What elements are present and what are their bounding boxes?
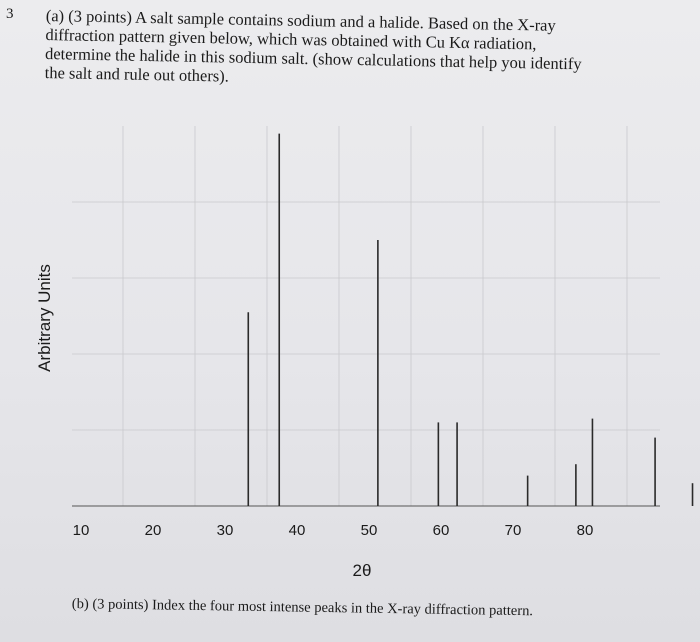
y-axis-label: Arbitrary Units: [35, 264, 54, 372]
x-tick-label: 40: [289, 522, 306, 539]
x-tick-label: 30: [217, 522, 234, 539]
peak-series: [247, 133, 694, 506]
grid-lines: [72, 126, 660, 507]
x-axis-label: 2θ: [353, 561, 372, 580]
x-tick-label: 80: [577, 522, 594, 539]
x-tick-label: 60: [433, 522, 450, 539]
x-tick-label: 70: [505, 522, 522, 539]
x-tick-label: 50: [361, 522, 378, 539]
x-tick-labels: 10 20 30 40 50 60 70 80: [73, 522, 594, 539]
x-tick-label: 20: [145, 522, 162, 539]
x-tick-label: 10: [73, 522, 90, 539]
question-number: 3: [6, 6, 14, 22]
